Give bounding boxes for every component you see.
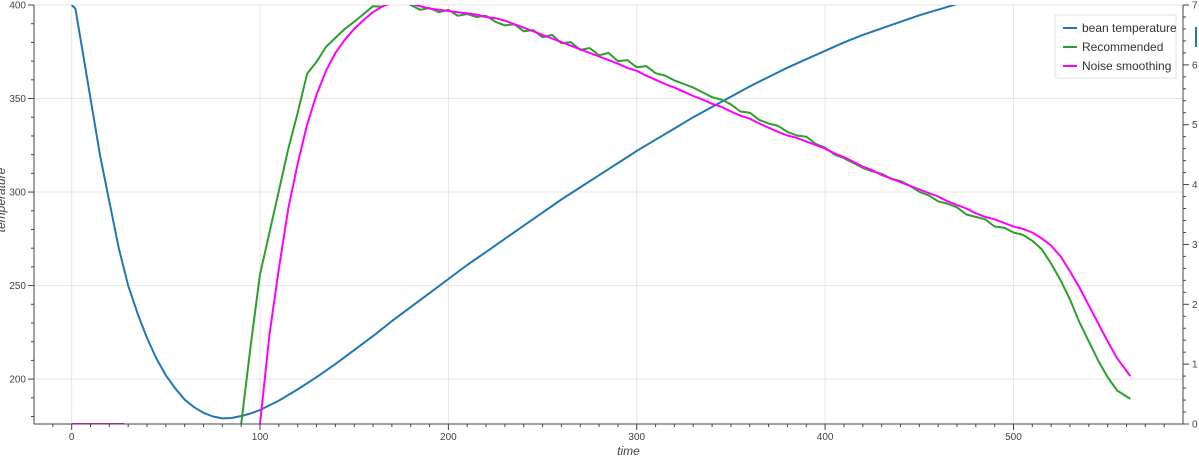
x-tick-label: 200 [440, 432, 457, 443]
y-tick-label: 250 [9, 281, 26, 292]
y2-tick-label: 6 [1192, 60, 1198, 71]
y-tick-label: 350 [9, 94, 26, 105]
y-tick-label: 300 [9, 188, 26, 199]
y-tick-label: 200 [9, 375, 26, 386]
edge-color-marker [1195, 27, 1197, 47]
series-lines [70, 5, 1132, 424]
legend: bean temperature Recommended Noise smoothi… [1054, 14, 1197, 79]
grid [34, 4, 1183, 424]
y2-tick-label: 5 [1192, 120, 1198, 131]
y2-tick-label: 1 [1192, 360, 1198, 371]
x-tick-label: 300 [628, 432, 645, 443]
y2-tick-label: 7 [1192, 1, 1198, 12]
x-tick-label: 500 [1005, 432, 1022, 443]
x-tick-label: 100 [252, 432, 269, 443]
y-tick-label: 400 [9, 1, 26, 12]
legend-item-noise-smoothing[interactable]: Noise smoothing [1082, 59, 1171, 73]
y2-tick-label: 2 [1192, 300, 1198, 311]
series-line-bean-temperature [70, 5, 958, 420]
series-line-recommended [240, 5, 1131, 424]
x-tick-label: 400 [817, 432, 834, 443]
y2-tick-label: 3 [1192, 240, 1198, 251]
y2-tick-label: 4 [1192, 180, 1198, 191]
x-tick-label: 0 [69, 432, 75, 443]
y-axis-title: temperature [0, 167, 8, 232]
legend-item-bean-temperature[interactable]: bean temperature [1082, 21, 1177, 35]
legend-item-recommended[interactable]: Recommended [1082, 40, 1163, 54]
series-line-noise-smoothing [259, 5, 1132, 424]
y2-tick-label: 0 [1192, 420, 1198, 431]
x-axis-title: time [617, 444, 640, 458]
